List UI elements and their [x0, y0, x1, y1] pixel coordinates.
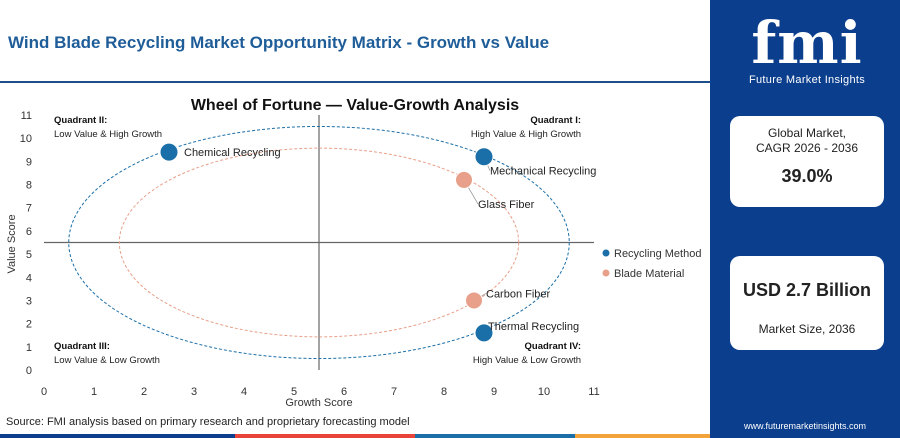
y-tick-label: 7: [26, 203, 32, 215]
x-tick-label: 10: [538, 386, 550, 398]
data-point-label: Carbon Fiber: [486, 288, 551, 300]
website-link[interactable]: www.futuremarketinsights.com: [743, 421, 867, 431]
quadrant-title: Quadrant III:: [54, 341, 110, 352]
bottom-color-bar: [0, 434, 710, 438]
quadrant-description: Low Value & Low Growth: [54, 355, 160, 366]
bottom-bar-segment: [415, 434, 575, 438]
x-tick-label: 4: [241, 386, 247, 398]
y-tick-label: 0: [26, 365, 32, 377]
cagr-label: Global Market, CAGR 2026 - 2036: [730, 126, 884, 156]
y-tick-label: 8: [26, 180, 32, 192]
y-tick-label: 9: [26, 156, 32, 168]
legend-marker: [602, 249, 610, 257]
cagr-card: Global Market, CAGR 2026 - 2036 39.0%: [730, 116, 884, 207]
inner-ellipse: [118, 147, 520, 338]
x-tick-label: 5: [291, 386, 297, 398]
fmi-logo: fmi Future Market Insights: [739, 8, 875, 86]
market-size-card: USD 2.7 Billion Market Size, 2036: [730, 256, 884, 350]
source-note: Source: FMI analysis based on primary re…: [6, 416, 410, 428]
x-tick-label: 3: [191, 386, 197, 398]
quadrant-title: Quadrant I:: [530, 115, 581, 126]
quadrant-title: Quadrant II:: [54, 115, 107, 126]
cagr-label-line: Global Market,: [767, 126, 847, 140]
legend-label: Recycling Method: [614, 248, 701, 260]
cagr-value: 39.0%: [781, 166, 833, 186]
data-point-label: Mechanical Recycling: [490, 166, 596, 178]
y-tick-label: 11: [21, 110, 32, 122]
legend-marker: [602, 269, 610, 277]
y-tick-label: 5: [26, 249, 32, 261]
quadrant-description: Low Value & High Growth: [54, 129, 162, 140]
x-tick-label: 11: [588, 386, 599, 398]
market-size-value: USD 2.7 Billion: [742, 280, 872, 300]
market-size-label: Market Size, 2036: [758, 322, 856, 336]
y-tick-label: 1: [26, 342, 32, 354]
page-title: Wind Blade Recycling Market Opportunity …: [8, 33, 550, 52]
x-tick-label: 9: [491, 386, 497, 398]
quadrant-description: High Value & High Growth: [471, 129, 581, 140]
bottom-bar-segment: [235, 434, 415, 438]
data-point: [465, 291, 483, 310]
y-tick-label: 6: [26, 226, 32, 238]
logo-wordmark: fmi: [751, 9, 863, 77]
header-divider: [0, 81, 710, 83]
opportunity-matrix-chart: Wheel of Fortune — Value-Growth Analysis…: [6, 97, 701, 409]
cagr-label-line: CAGR 2026 - 2036: [755, 141, 859, 155]
data-point: [474, 147, 494, 167]
data-point: [474, 323, 494, 343]
y-tick-label: 2: [26, 319, 32, 331]
x-axis-label: Growth Score: [285, 397, 352, 409]
data-point: [159, 142, 179, 162]
y-axis-label: Value Score: [6, 214, 18, 273]
y-tick-label: 3: [26, 295, 32, 307]
x-tick-label: 6: [341, 386, 347, 398]
legend-label: Blade Material: [614, 268, 684, 280]
chart-title: Wheel of Fortune — Value-Growth Analysis: [191, 97, 519, 114]
quadrant-title: Quadrant IV:: [525, 341, 581, 352]
x-tick-label: 8: [441, 386, 447, 398]
quadrant-description: High Value & Low Growth: [473, 355, 581, 366]
logo-tagline: Future Market Insights: [748, 74, 866, 86]
bottom-bar-segment: [575, 434, 710, 438]
data-point-label: Thermal Recycling: [488, 321, 579, 333]
x-tick-label: 2: [141, 386, 147, 398]
y-tick-label: 10: [20, 133, 32, 145]
x-tick-label: 1: [91, 386, 97, 398]
bottom-bar-segment: [0, 434, 235, 438]
data-point-label: Chemical Recycling: [184, 147, 281, 159]
x-tick-label: 0: [41, 386, 47, 398]
y-tick-label: 4: [26, 272, 32, 284]
data-point-label: Glass Fiber: [478, 199, 535, 211]
data-point: [455, 170, 473, 189]
outer-ellipse: [68, 125, 570, 360]
sidebar: fmi Future Market Insights Global Market…: [710, 0, 900, 438]
x-tick-label: 7: [391, 386, 397, 398]
